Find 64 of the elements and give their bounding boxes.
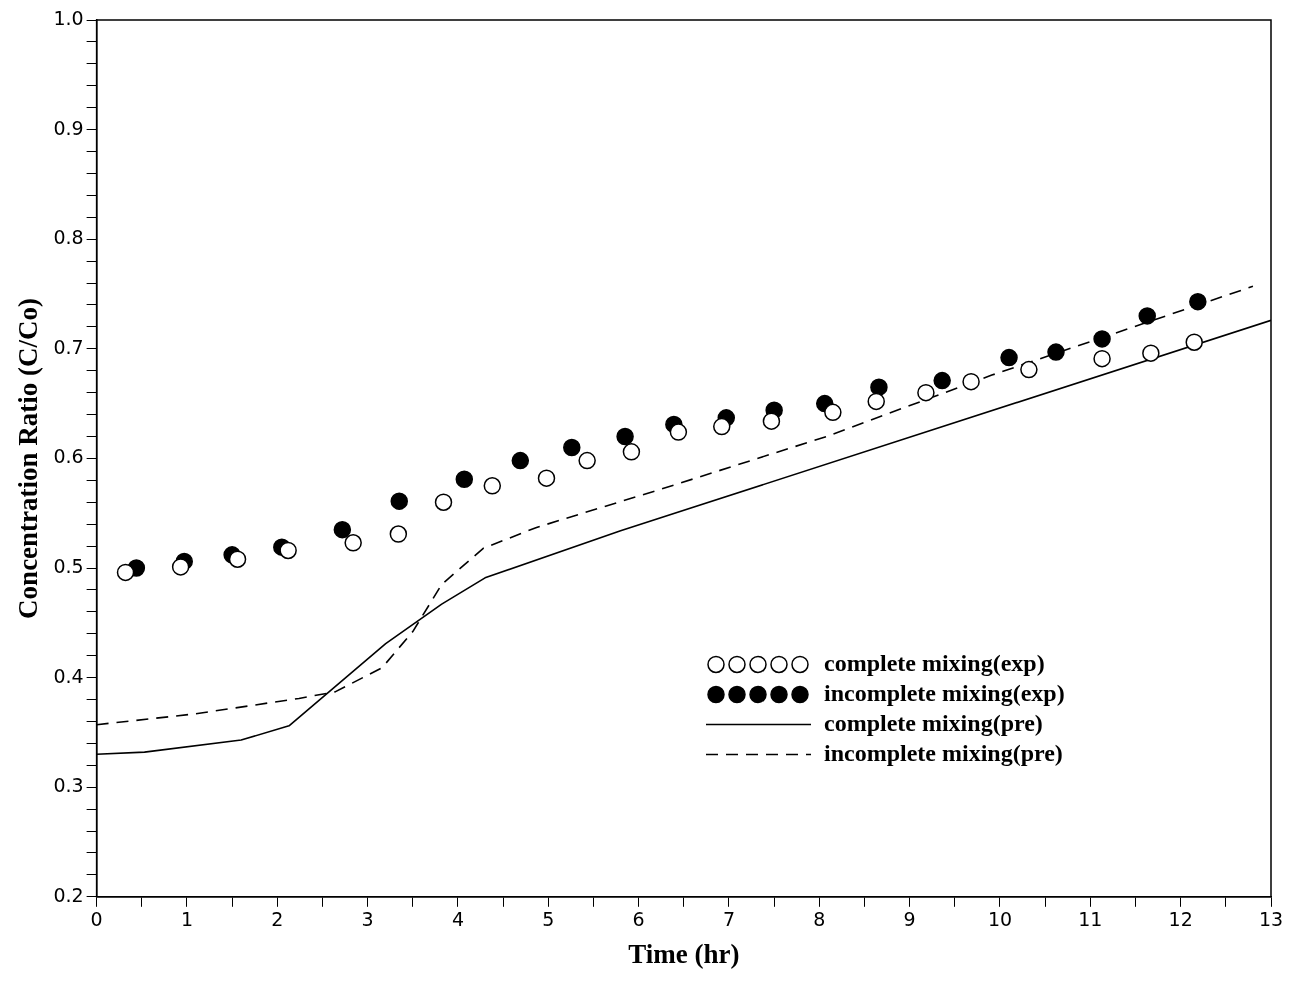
point [962,372,980,391]
x-tick-label: 1 [180,908,193,931]
point [1047,343,1065,361]
point [867,392,885,411]
x-tick-label: 4 [451,908,465,931]
y-axis-title: Concentration Ratio (C/Co) [13,297,44,619]
point [434,493,453,511]
point [116,563,135,582]
x-tick-label: 13 [1258,908,1284,931]
point [511,451,530,470]
x-tick-label: 10 [987,908,1013,931]
point [616,427,634,446]
point [390,492,408,510]
point [824,403,842,422]
point [279,541,297,560]
point [171,558,190,576]
point [1185,333,1203,351]
x-tick-label: 6 [632,908,645,931]
x-tick-label: 0 [90,908,103,931]
point [933,371,951,390]
y-tick-label: 0.2 [53,883,84,906]
point [389,525,408,543]
y-tick-label: 0.5 [53,554,84,577]
x-tick-label: 11 [1078,908,1103,931]
point [228,550,247,568]
point [483,477,502,495]
point [1093,330,1111,348]
y-tick-label: 0.3 [53,774,84,797]
y-tick-label: 0.4 [53,664,84,687]
x-tick-label: 12 [1168,908,1193,931]
point [1000,348,1018,367]
point [870,378,888,396]
point [578,451,596,470]
point [762,412,781,430]
y-tick-label: 0.7 [53,335,84,358]
point [455,470,474,488]
point [1138,307,1156,325]
y-tick-label: 0.9 [53,116,84,139]
point [917,383,935,402]
x-axis-title: Time (hr) [628,938,740,969]
point [344,534,362,552]
x-tick-label: 7 [722,908,736,931]
point [1142,344,1160,362]
x-tick-label: 3 [361,908,374,931]
legend-label: incomplete mixing(exp) [824,679,1065,706]
point [713,417,731,436]
x-tick-label: 9 [903,908,916,931]
point [1020,360,1038,379]
point [563,438,581,457]
x-tick-label: 2 [271,908,284,931]
y-tick-label: 1.0 [53,6,84,29]
legend-label: complete mixing(exp) [824,649,1045,676]
point [622,443,641,461]
legend-label: complete mixing(pre) [824,709,1043,736]
legend-label: incomplete mixing(pre) [824,739,1063,766]
x-tick-label: 8 [813,908,826,931]
x-tick-label: 5 [542,908,555,931]
point [333,520,352,539]
y-tick-label: 0.8 [53,226,84,249]
point [1093,349,1111,368]
y-tick-label: 0.6 [53,445,84,468]
point [537,469,556,487]
point [669,423,688,441]
point [1189,292,1207,311]
